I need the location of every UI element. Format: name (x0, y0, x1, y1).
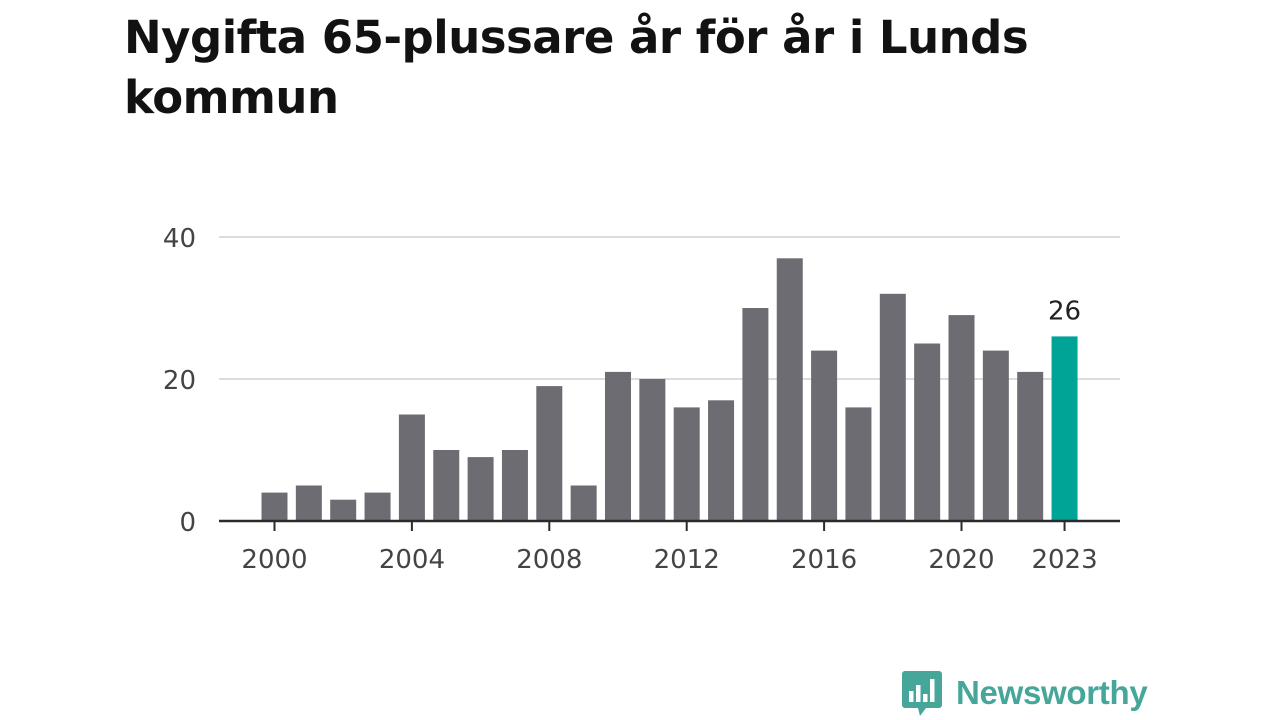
x-tick-label: 2000 (241, 545, 307, 575)
bar-2019 (914, 343, 941, 521)
newsworthy-logo-icon (902, 671, 942, 716)
newsworthy-brand: Newsworthy (902, 668, 1148, 718)
bar-2008 (536, 386, 563, 521)
bar-2021 (982, 350, 1009, 521)
bar-2005 (433, 450, 460, 521)
y-tick-label: 20 (163, 366, 196, 396)
labels: 0 20 40 26 2000 2004 2008 2012 2016 2020 2023 (163, 224, 1098, 575)
bar-2000 (261, 492, 288, 521)
bar-2015 (776, 258, 803, 521)
x-tick-label: 2023 (1031, 545, 1097, 575)
y-tick-label: 40 (163, 224, 196, 254)
bar-2016 (811, 350, 838, 521)
bar-2023 (1051, 336, 1078, 521)
bar-2003 (364, 492, 391, 521)
bar-2017 (845, 407, 872, 521)
bar-2010 (605, 371, 631, 521)
bar-2002 (330, 499, 357, 521)
brand-name: Newsworthy (956, 674, 1148, 711)
x-tick-label: 2016 (791, 545, 857, 575)
x-tick-label: 2020 (928, 545, 994, 575)
bar-2009 (570, 485, 597, 521)
chart-title: Nygifta 65-plussare år för år i Lunds ko… (124, 11, 1029, 124)
x-tick-label: 2008 (516, 545, 582, 575)
x-tick-label: 2012 (654, 545, 720, 575)
bar-2004 (398, 414, 425, 521)
bars (261, 258, 1078, 521)
bar-2006 (467, 457, 494, 521)
bar-2020 (948, 315, 975, 521)
y-tick-label: 0 (179, 508, 196, 538)
x-axis (219, 519, 1120, 531)
data-label-2023: 26 (1048, 296, 1081, 326)
bar-2018 (879, 293, 906, 521)
bar-2022 (1017, 371, 1044, 521)
bar-2001 (295, 485, 322, 521)
bar-2007 (501, 450, 528, 521)
bar-2012 (673, 407, 700, 521)
bar-2011 (639, 379, 666, 521)
bar-2013 (708, 400, 735, 521)
x-tick-label: 2004 (379, 545, 445, 575)
bar-2014 (742, 308, 769, 521)
